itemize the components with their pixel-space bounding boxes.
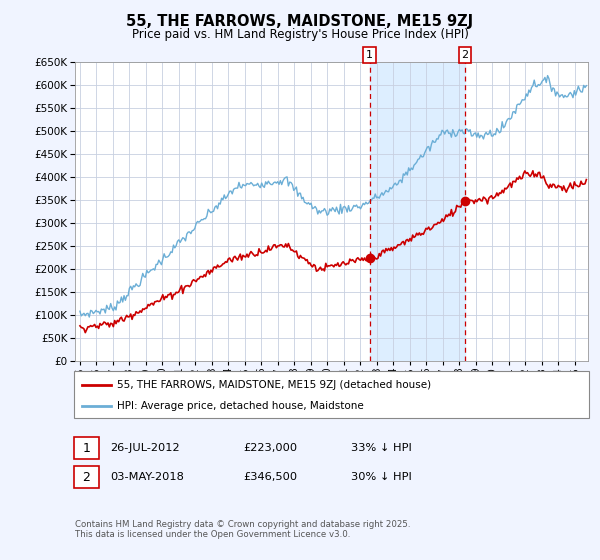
Text: 33% ↓ HPI: 33% ↓ HPI bbox=[351, 443, 412, 453]
Text: 30% ↓ HPI: 30% ↓ HPI bbox=[351, 472, 412, 482]
Text: 2: 2 bbox=[82, 470, 91, 484]
Text: 55, THE FARROWS, MAIDSTONE, ME15 9ZJ: 55, THE FARROWS, MAIDSTONE, ME15 9ZJ bbox=[127, 14, 473, 29]
Text: 1: 1 bbox=[366, 50, 373, 60]
Text: 1: 1 bbox=[82, 441, 91, 455]
Text: Contains HM Land Registry data © Crown copyright and database right 2025.
This d: Contains HM Land Registry data © Crown c… bbox=[75, 520, 410, 539]
Text: £346,500: £346,500 bbox=[243, 472, 297, 482]
Text: 26-JUL-2012: 26-JUL-2012 bbox=[110, 443, 179, 453]
Text: 55, THE FARROWS, MAIDSTONE, ME15 9ZJ (detached house): 55, THE FARROWS, MAIDSTONE, ME15 9ZJ (de… bbox=[117, 380, 431, 390]
Text: Price paid vs. HM Land Registry's House Price Index (HPI): Price paid vs. HM Land Registry's House … bbox=[131, 28, 469, 41]
Bar bbox=[370, 62, 465, 361]
Text: HPI: Average price, detached house, Maidstone: HPI: Average price, detached house, Maid… bbox=[117, 401, 364, 411]
Text: 2: 2 bbox=[461, 50, 469, 60]
Text: £223,000: £223,000 bbox=[243, 443, 297, 453]
Text: 03-MAY-2018: 03-MAY-2018 bbox=[110, 472, 184, 482]
